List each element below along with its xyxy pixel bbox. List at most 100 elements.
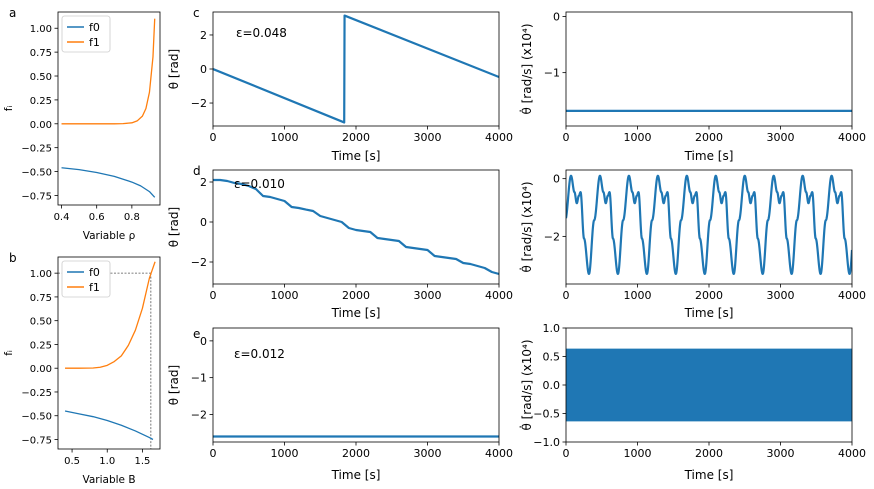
epsilon-annotation: ε=0.010 [234,177,285,191]
x-tick-label: 0.6 [89,212,105,223]
x-tick-label: 1.5 [134,456,150,467]
x-tick-label: 2000 [342,131,370,144]
x-tick-label: 2000 [695,289,723,302]
x-tick-label: 2000 [342,289,370,302]
x-tick-label: 0.5 [64,456,80,467]
x-tick-label: 0 [563,447,570,460]
x-tick-label: 3000 [414,289,442,302]
x-tick-label: 1000 [271,447,299,460]
axes-frame [212,169,500,285]
plot-area [61,18,156,198]
x-tick-label: 3000 [767,289,795,302]
series-line [566,174,852,275]
x-tick-label: 0 [210,447,217,460]
panel-e-right: 0 1000 2000 3000 4000 −1.0 −0.5 0.0 0.5 1.0 Time [… [519,322,866,482]
y-tick-label: −0.25 [21,388,52,399]
y-tick-label: 1.0 [543,322,561,335]
axes-frame [565,327,853,443]
axes-frame [565,169,853,285]
x-tick-label: 0 [210,289,217,302]
x-tick-label: 0.4 [54,212,70,223]
plot-area [566,348,852,422]
legend-label-f0: f0 [89,266,100,279]
y-tick-label: −0.75 [21,191,52,202]
y-tick-label: −0.5 [533,408,560,421]
legend-label-f1: f1 [89,36,100,49]
panel-letter: c [193,6,200,20]
x-tick-label: 2000 [695,447,723,460]
axes-frame [212,11,500,127]
y-tick-label: 1.00 [30,24,52,35]
panel-a: 0.4 0.6 0.8 −0.75 −0.50 −0.25 0.00 0.25 0.50 0.75… [3,6,161,242]
series-line [213,178,499,276]
series-line-f0 [64,410,154,441]
y-tick-label: −0.50 [21,168,52,179]
series-line-f1 [61,18,156,125]
x-tick-label: 4000 [485,131,513,144]
y-tick-label: −0.25 [21,144,52,155]
x-axis-label: Time [s] [331,468,381,482]
x-tick-label: 2000 [342,447,370,460]
panel-d-left: 0 1000 2000 3000 4000 −2 0 2 Time [s] θ [rad] d ε=0… [167,164,513,320]
y-tick-label: 0.75 [30,293,52,304]
x-axis-label: Time [s] [684,306,734,320]
axes-frame [57,256,161,450]
axes-frame [212,327,500,443]
x-tick-label: 3000 [414,131,442,144]
legend-label-f0: f0 [89,21,100,34]
panel-letter: d [193,164,201,178]
plot-area [566,174,852,275]
x-tick-label: 0.8 [124,212,140,223]
y-tick-label: −0.75 [21,435,52,446]
y-tick-label: 0.50 [30,72,52,83]
panel-letter: a [9,6,16,20]
y-tick-label: 0 [553,10,560,23]
y-tick-label: 2 [200,29,207,42]
y-axis-label: θ̇ [rad/s] (x10⁴) [519,181,534,272]
x-tick-label: 1000 [271,289,299,302]
y-tick-label: 0.00 [30,364,52,375]
y-axis-label: fᵢ [3,106,15,112]
x-tick-label: 4000 [838,289,866,302]
x-axis-label: Time [s] [331,149,381,163]
legend-box [61,15,111,53]
y-tick-label: 0 [553,173,560,186]
y-tick-label: −2 [191,408,207,421]
y-axis-label: θ [rad] [167,365,181,405]
series-line [213,14,499,124]
axes-frame [565,11,853,127]
x-tick-label: 0 [563,289,570,302]
legend-label-f1: f1 [89,281,100,294]
x-axis-label: Variable B [82,474,135,486]
axes-frame [57,11,161,206]
series-line-f0 [61,167,156,198]
y-tick-label: 0 [200,63,207,76]
y-tick-label: 0 [200,216,207,229]
epsilon-annotation: ε=0.048 [236,26,287,40]
x-tick-label: 0 [563,131,570,144]
y-tick-label: 0.25 [30,96,52,107]
panel-c-right: 0 1000 2000 3000 4000 −1 0 Time [s] θ̇ [rad/s] (… [519,10,866,163]
y-tick-label: 0.00 [30,120,52,131]
x-tick-label: 3000 [767,131,795,144]
x-tick-label: 1000 [624,289,652,302]
x-tick-label: 4000 [838,131,866,144]
y-tick-label: 0.50 [30,317,52,328]
y-axis-label: θ [rad] [167,49,181,89]
y-axis-label: θ̇ [rad/s] (x10⁴) [519,339,534,430]
x-tick-label: 1000 [624,447,652,460]
legend-box [61,260,111,298]
y-tick-label: 0.75 [30,48,52,59]
y-axis-label: θ [rad] [167,207,181,247]
y-tick-label: −2 [544,230,560,243]
y-tick-label: −1 [544,67,560,80]
panel-c-left: 0 1000 2000 3000 4000 −2 0 2 Time [s] θ [rad] c ε=0… [167,6,513,163]
y-tick-label: 0.5 [543,351,561,364]
x-axis-label: Time [s] [331,306,381,320]
x-axis-label: Variable ρ [83,230,136,242]
epsilon-annotation: ε=0.012 [234,347,285,361]
x-tick-label: 3000 [767,447,795,460]
